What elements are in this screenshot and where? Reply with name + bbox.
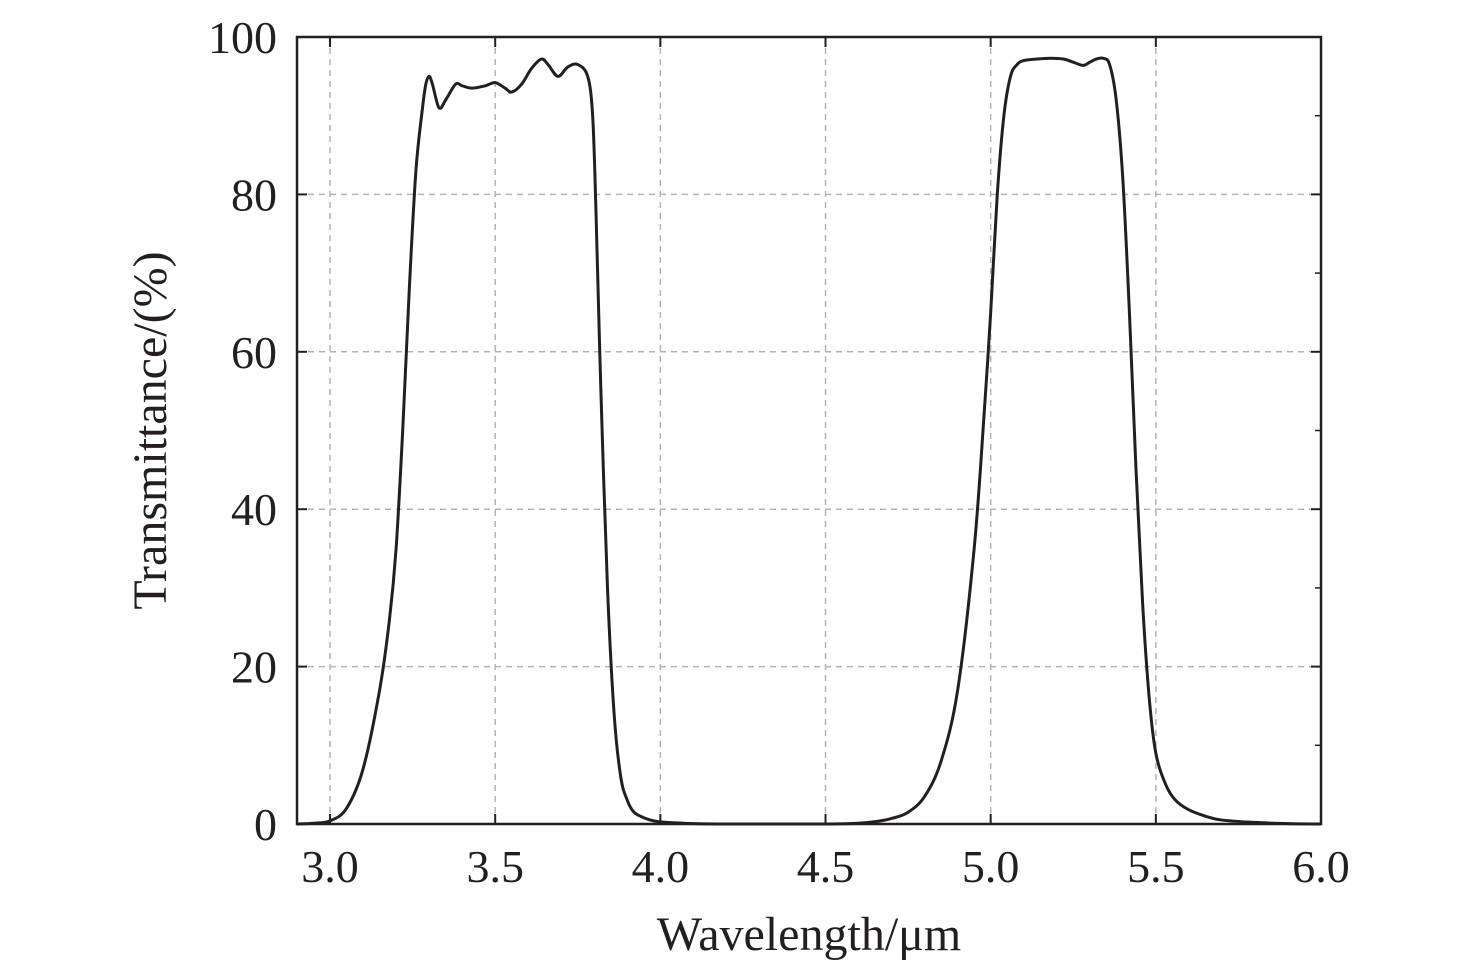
y-tick-label: 100 [208,12,277,63]
x-tick-label: 6.0 [1292,841,1350,892]
plot-frame [295,35,1323,826]
x-axis-title: Wavelength/μm [657,908,961,961]
x-tick-label: 3.0 [301,841,359,892]
x-tick-label: 3.5 [466,841,524,892]
labels-layer: 3.0 3.5 4.0 4.5 5.0 5.5 6.0 0 20 40 60 80 100 [208,12,1350,892]
x-tick-label: 4.5 [797,841,855,892]
y-tick-label: 40 [231,484,277,535]
x-tick-label: 5.5 [1127,841,1185,892]
y-tick-label: 0 [254,799,277,850]
y-tick-label: 20 [231,642,277,693]
series-layer [296,56,1322,826]
y-axis-title: Transmittance/(%) [124,251,177,609]
ticks-layer [297,36,1322,825]
transmittance-series-line [296,56,1322,826]
x-tick-label: 4.0 [632,841,690,892]
y-tick-label: 80 [231,169,277,220]
grid-layer [297,37,1321,824]
x-tick-label: 5.0 [962,841,1020,892]
y-tick-label: 60 [231,327,277,378]
